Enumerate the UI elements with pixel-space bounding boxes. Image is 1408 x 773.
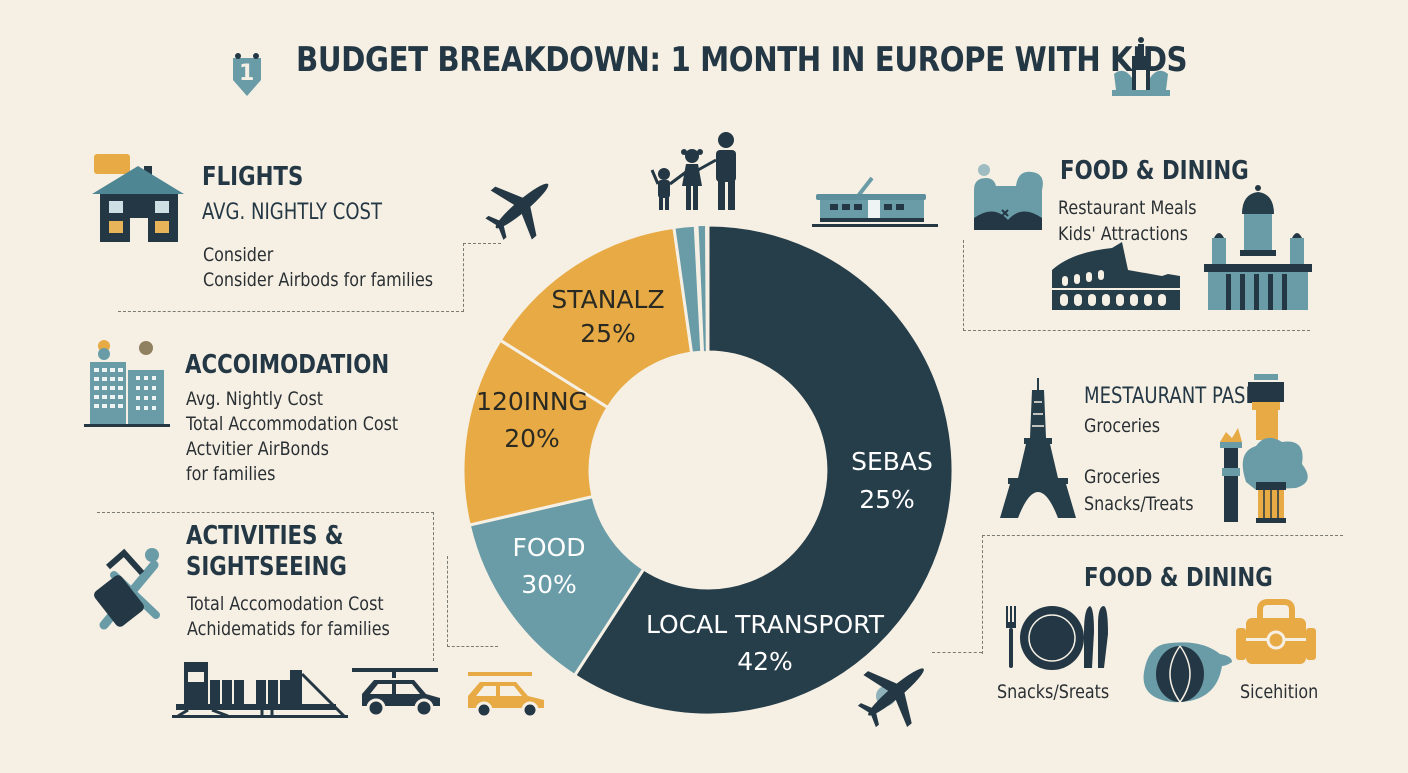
accommodation-line-3: Actvitier AirBonds	[186, 438, 329, 460]
flights-line-1: Consider	[203, 244, 274, 266]
dining-connector	[982, 535, 1343, 654]
accommodation-line-1: Avg. Nightly Cost	[186, 388, 324, 410]
food-dining-line-1: Restaurant Meals	[1058, 197, 1197, 219]
label-sebas-pct: 25%	[859, 485, 915, 514]
bowl-icon	[1140, 640, 1236, 711]
accommodation-title: ACCOIMODATION	[185, 350, 390, 380]
label-stanalz-pct: 25%	[580, 319, 636, 348]
flights-subtitle: AVG. NIGHTLY COST	[202, 200, 383, 225]
label-120inng-pct: 20%	[504, 424, 560, 453]
label-stanalz: STANALZ	[551, 285, 664, 314]
badge-number: 1	[239, 61, 255, 86]
page-title: BUDGET BREAKDOWN: 1 MONTH IN EUROPE WITH…	[296, 40, 1188, 80]
mestaurant-line-2: Groceries	[1084, 466, 1161, 488]
airplane-bottom-icon	[856, 652, 936, 737]
car-yellow-icon	[464, 670, 554, 725]
eiffel-tower-icon	[1000, 378, 1076, 525]
train-station-icon	[172, 660, 350, 725]
buildings-icon	[84, 340, 170, 433]
flights-connector	[118, 243, 464, 312]
luggage-icon	[94, 545, 166, 640]
flights-title: FLIGHTS	[202, 162, 304, 192]
activities-title-2: SIGHTSEEING	[186, 552, 347, 582]
activities-line-2: Achidematids for families	[187, 618, 390, 640]
label-sebas: SEBAS	[851, 447, 933, 476]
segment-stanalz	[498, 225, 694, 410]
plate-cutlery-icon	[1000, 604, 1110, 675]
header-badge: 1	[228, 50, 266, 98]
family-icon	[648, 130, 744, 219]
label-food-pct: 30%	[521, 570, 577, 599]
dining-caption-2: Sicehition	[1240, 681, 1319, 703]
fountain-column-icon	[1216, 372, 1328, 529]
car-roofrack-icon	[352, 666, 448, 723]
flights-connector-top	[463, 243, 501, 244]
activities-connector-2	[447, 556, 498, 647]
label-food: FOOD	[513, 533, 586, 562]
activities-connector	[97, 512, 434, 661]
monument-icon	[1110, 34, 1172, 103]
colosseum-icon	[1052, 240, 1182, 317]
activities-title-1: ACTIVITIES &	[186, 521, 344, 551]
dining-caption-1: Snacks/Sreats	[997, 681, 1110, 703]
segment-120inng	[461, 338, 611, 527]
food-dining-title-1: FOOD & DINING	[1060, 156, 1249, 186]
label-120inng: 120INNG	[476, 387, 588, 416]
house-icon	[92, 152, 188, 249]
airplane-icon	[484, 170, 560, 247]
food-dining-title-2: FOOD & DINING	[1084, 563, 1273, 593]
mestaurant-line-3: Snacks/Treats	[1084, 493, 1194, 515]
food-connector-top	[963, 240, 1310, 331]
yellow-bag-icon	[1234, 598, 1318, 671]
flights-line-2: Consider Airbods for families	[203, 269, 434, 291]
shield-badge-icon	[233, 53, 261, 96]
tram-icon	[812, 166, 938, 233]
activities-line-1: Total Accomodation Cost	[187, 593, 384, 615]
segment-local-transport	[572, 223, 955, 717]
accommodation-line-2: Total Accommodation Cost	[186, 413, 399, 435]
mestaurant-title: MESTAURANT PASES	[1084, 384, 1269, 409]
mestaurant-line-1: Groceries	[1084, 415, 1161, 437]
food-dining-line-2: Kids' Attractions	[1058, 223, 1188, 245]
label-local-transport: LOCAL TRANSPORT	[646, 610, 885, 639]
dining-connector-2	[932, 652, 982, 653]
label-local-transport-pct: 42%	[737, 647, 793, 676]
teddy-bear-icon	[970, 160, 1046, 241]
accommodation-line-4: for families	[186, 463, 276, 485]
cathedral-icon	[1202, 184, 1314, 317]
segment-thin-teal	[672, 223, 704, 355]
